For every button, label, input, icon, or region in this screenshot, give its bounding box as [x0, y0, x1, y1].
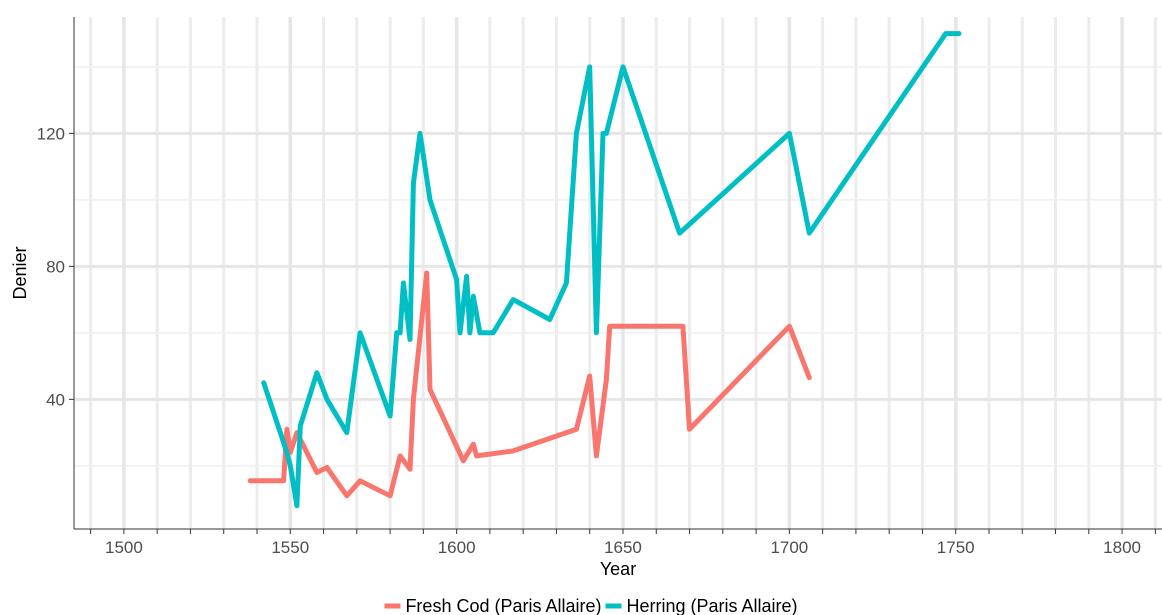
major-grid — [74, 17, 1162, 529]
series-line-1 — [247, 270, 812, 499]
y-tick-label: 80 — [46, 257, 65, 276]
x-tick-label: 1700 — [770, 538, 808, 557]
x-tick-label: 1500 — [105, 538, 143, 557]
minor-grid — [74, 17, 1162, 529]
x-axis-title: Year — [600, 559, 636, 579]
y-tick-label: 40 — [46, 390, 65, 409]
x-tick-label: 1600 — [438, 538, 476, 557]
x-tick-label: 1800 — [1103, 538, 1141, 557]
series-layer — [247, 31, 962, 509]
x-tick-label: 1750 — [937, 538, 975, 557]
series-line-2 — [261, 31, 962, 509]
axes — [73, 17, 1162, 530]
x-tick-label: 1650 — [604, 538, 642, 557]
axis-ticks: 1500 1550 1600 1650 1700 1750 1800 40 80 120 — [37, 124, 1156, 557]
legend-label-1: Fresh Cod (Paris Allaire) — [405, 596, 601, 615]
legend: Fresh Cod (Paris Allaire) Herring (Paris … — [384, 596, 798, 615]
y-tick-label: 120 — [37, 124, 65, 143]
plot-background — [74, 17, 1162, 529]
legend-label-2: Herring (Paris Allaire) — [627, 596, 798, 615]
x-tick-label: 1550 — [271, 538, 309, 557]
y-axis-title: Denier — [10, 246, 30, 299]
